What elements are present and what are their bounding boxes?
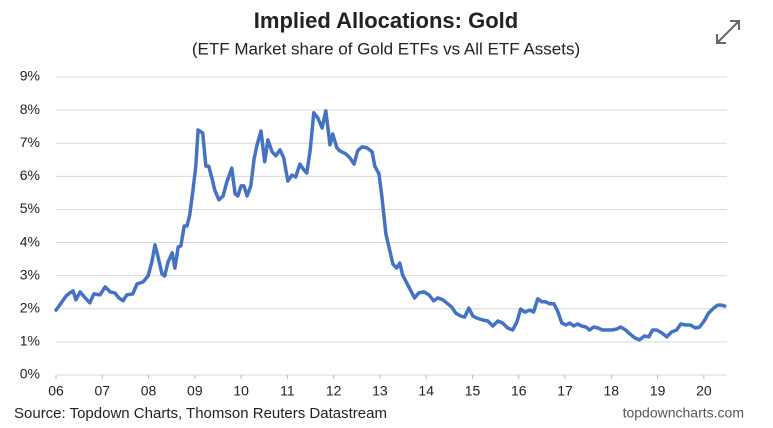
- y-tick-label: 2%: [20, 299, 40, 315]
- x-tick-label: 10: [233, 383, 249, 399]
- y-tick-label: 7%: [20, 134, 40, 150]
- x-tick-label: 13: [372, 383, 388, 399]
- x-tick-label: 06: [48, 383, 64, 399]
- x-tick-label: 17: [557, 383, 573, 399]
- chart-title: Implied Allocations: Gold: [254, 8, 518, 33]
- y-tick-label: 8%: [20, 101, 40, 117]
- credit: topdowncharts.com: [623, 405, 744, 421]
- x-tick-label: 08: [141, 383, 157, 399]
- y-tick-label: 5%: [20, 200, 40, 216]
- y-tick-label: 3%: [20, 266, 40, 282]
- x-tick-label: 11: [280, 383, 295, 399]
- y-tick-label: 6%: [20, 167, 40, 183]
- plot-area: [54, 109, 727, 342]
- x-tick-label: 09: [187, 383, 203, 399]
- y-tick-label: 9%: [20, 68, 40, 84]
- x-tick-label: 14: [418, 383, 434, 399]
- chart-subtitle: (ETF Market share of Gold ETFs vs All ET…: [192, 39, 580, 58]
- x-tick-label: 18: [604, 383, 620, 399]
- y-tick-label: 4%: [20, 233, 40, 249]
- x-tick-label: 16: [511, 383, 527, 399]
- x-tick-label: 07: [94, 383, 110, 399]
- x-tick-label: 15: [465, 383, 481, 399]
- data-line: [54, 109, 727, 342]
- grid: 0% 1% 2% 3% 4% 5% 6% 7% 8% 9% 06 07 08 09 10 11 12 13 14 15…: [20, 68, 727, 399]
- x-tick-label: 20: [696, 383, 712, 399]
- source-note: Source: Topdown Charts, Thomson Reuters …: [14, 405, 387, 422]
- expand-icon[interactable]: [708, 12, 748, 52]
- y-tick-label: 1%: [20, 333, 40, 349]
- x-tick-label: 19: [650, 383, 666, 399]
- x-tick-label: 12: [326, 383, 342, 399]
- y-tick-label: 0%: [20, 366, 40, 382]
